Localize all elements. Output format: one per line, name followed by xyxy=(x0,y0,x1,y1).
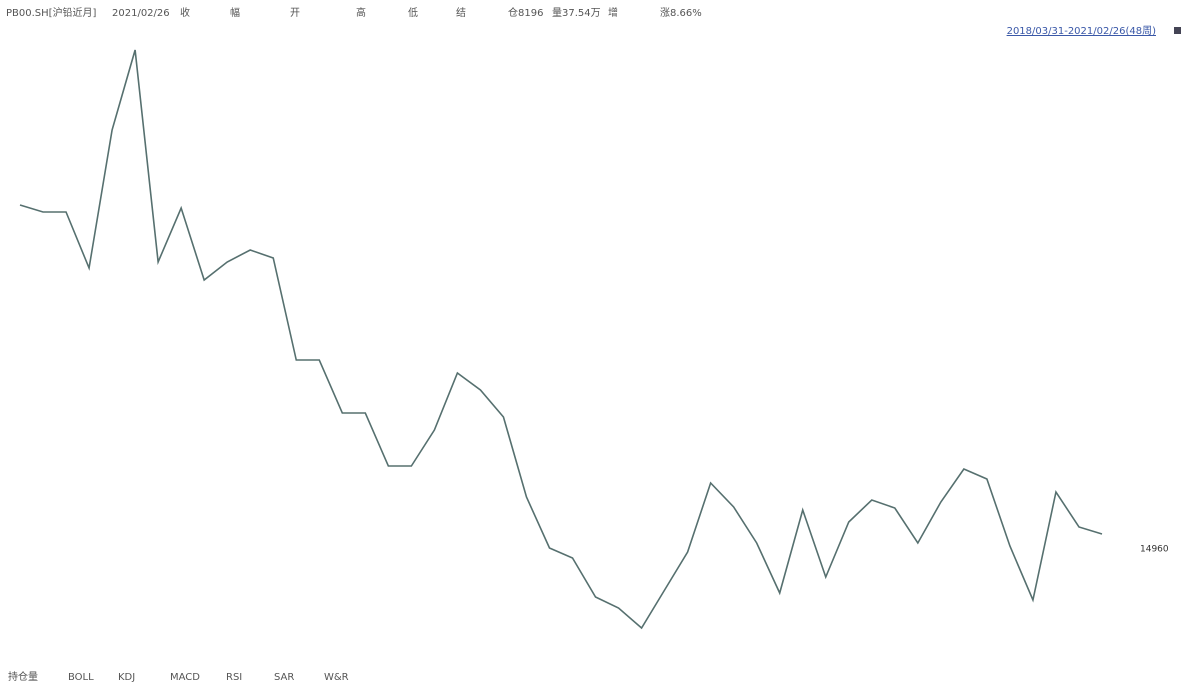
toolbar-field: 仓8196 xyxy=(508,6,543,19)
toolbar-field: 收 xyxy=(180,6,190,19)
indicator-tab[interactable]: SAR xyxy=(274,672,294,683)
toolbar-field: 结 xyxy=(456,6,466,19)
toolbar-field: 开 xyxy=(290,8,300,19)
settings-icon[interactable] xyxy=(1174,27,1181,34)
indicator-tab[interactable]: 持仓量 xyxy=(8,670,38,683)
toolbar-field: 量37.54万 xyxy=(552,7,601,19)
toolbar-field: 高 xyxy=(356,6,366,19)
indicator-tab[interactable]: W&R xyxy=(324,672,349,683)
indicator-tab[interactable]: MACD xyxy=(170,672,200,683)
indicator-tab[interactable]: RSI xyxy=(226,672,242,683)
price-line xyxy=(19,49,1103,630)
last-price-label: 14960 xyxy=(1140,545,1169,555)
toolbar-field: 幅 xyxy=(230,6,240,19)
toolbar-field: 涨8.66% xyxy=(660,7,702,19)
range-label[interactable]: 2018/03/31-2021/02/26(48周) xyxy=(1007,25,1157,37)
date: 2021/02/26 xyxy=(112,8,170,19)
indicator-tab[interactable]: KDJ xyxy=(118,672,135,683)
toolbar-field: 低 xyxy=(408,6,418,19)
symbol: PB00.SH[沪铅近月] xyxy=(6,6,97,19)
toolbar-field: 增 xyxy=(608,6,618,19)
indicator-tab[interactable]: BOLL xyxy=(68,672,94,683)
